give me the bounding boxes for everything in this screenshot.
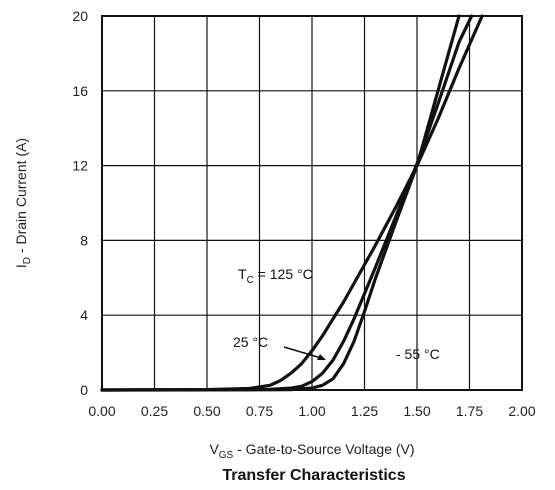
y-axis-title-sub: D: [22, 257, 33, 264]
annotation-tc-125-sub: C: [247, 275, 254, 286]
x-tick-label: 1.25: [351, 403, 378, 419]
annotation-25: 25 °C: [233, 334, 268, 350]
leader-25: [283, 346, 322, 359]
series-line-tc-minus55: [100, 14, 461, 392]
x-tick-label: 1.75: [456, 403, 483, 419]
x-tick-labels: 0.00 0.25 0.50 0.75 1.00 1.25 1.50 1.75 2.00: [88, 403, 535, 419]
y-axis-title-rest: - Drain Current (A): [13, 138, 29, 257]
leader-25-arrowhead: [317, 354, 326, 360]
series-line-tc-125: [100, 14, 484, 392]
annotation-tc-125: TC = 125 °C: [238, 266, 313, 286]
x-axis-title: VGS - Gate-to-Source Voltage (V): [209, 441, 414, 461]
y-axis-title: ID - Drain Current (A): [13, 138, 33, 268]
grid: [102, 16, 522, 390]
y-tick-label: 8: [80, 232, 88, 248]
x-axis-title-main: V: [209, 441, 219, 457]
annotation-tc-125-main: T: [238, 266, 247, 282]
y-tick-label: 12: [72, 158, 88, 174]
y-tick-label: 16: [72, 83, 88, 99]
y-tick-label: 4: [80, 307, 88, 323]
x-tick-label: 0.25: [141, 403, 168, 419]
x-tick-label: 0.75: [246, 403, 273, 419]
chart-title: Transfer Characteristics: [222, 467, 405, 484]
x-tick-label: 1.00: [298, 403, 325, 419]
x-tick-label: 0.50: [193, 403, 220, 419]
series-line-tc-25: [100, 14, 474, 392]
annotation-minus55: - 55 °C: [396, 346, 440, 362]
y-tick-labels: 0 4 8 12 16 20: [72, 8, 88, 398]
x-axis-title-sub: GS: [219, 450, 234, 461]
y-axis-title-main: I: [13, 264, 29, 268]
y-tick-label: 20: [72, 8, 88, 24]
series-lines: [100, 14, 484, 392]
y-tick-label: 0: [80, 382, 88, 398]
plot-frame: [101, 15, 523, 391]
x-tick-label: 0.00: [88, 403, 115, 419]
annotation-tc-125-rest: = 125 °C: [254, 266, 313, 282]
x-tick-label: 1.50: [403, 403, 430, 419]
x-tick-label: 2.00: [508, 403, 535, 419]
x-axis-title-rest: - Gate-to-Source Voltage (V): [233, 441, 414, 457]
